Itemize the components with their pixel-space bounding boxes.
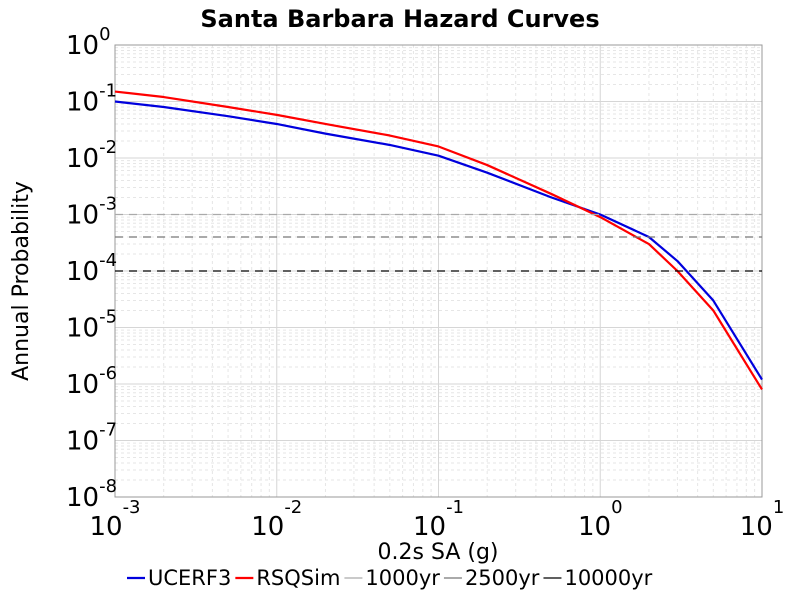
legend-item-10000yr: 10000yr: [543, 566, 653, 590]
y-tick-label: 10-2: [66, 137, 117, 174]
y-tick-label: 100: [66, 24, 111, 61]
series-line-ucerf3: [114, 100, 763, 381]
legend-item-1000yr: 1000yr: [344, 566, 440, 590]
y-tick-label: 10-1: [66, 81, 117, 118]
legend-label: UCERF3: [148, 566, 231, 590]
y-tick-label: 10-3: [66, 194, 117, 231]
x-tick-label: 10-2: [251, 497, 302, 542]
legend-label: 2500yr: [465, 566, 540, 590]
y-tick-label: 10-5: [66, 307, 117, 344]
x-tick-label: 100: [578, 497, 623, 542]
tick-labels: 10-3 10-2 10-1 100 101 100 10-1 10-2 10-3 10-4 10-…: [66, 24, 784, 542]
x-tick-label: 10-3: [89, 497, 140, 542]
x-tick-label: 101: [740, 497, 785, 542]
legend-label: 10000yr: [564, 566, 652, 590]
y-axis-label: Annual Probability: [9, 181, 34, 381]
legend-item-2500yr: 2500yr: [443, 566, 540, 590]
series-line-rsqsim: [114, 90, 763, 391]
legend-item-rsqsim: RSQSim: [235, 566, 340, 590]
x-tick-label: 10-1: [413, 497, 464, 542]
y-tick-label: 10-4: [66, 250, 117, 287]
x-axis-label: 0.2s SA (g): [378, 540, 499, 565]
y-tick-label: 10-6: [66, 363, 117, 400]
series-layer: [114, 90, 763, 391]
chart-title: Santa Barbara Hazard Curves: [200, 5, 599, 33]
legend-item-ucerf3: UCERF3: [127, 566, 231, 590]
y-tick-label: 10-8: [66, 476, 117, 513]
legend-label: 1000yr: [365, 566, 440, 590]
legend: UCERF3 RSQSim 1000yr 2500yr 10000yr: [127, 566, 653, 590]
y-tick-label: 10-7: [66, 420, 117, 457]
legend-label: RSQSim: [256, 566, 340, 590]
